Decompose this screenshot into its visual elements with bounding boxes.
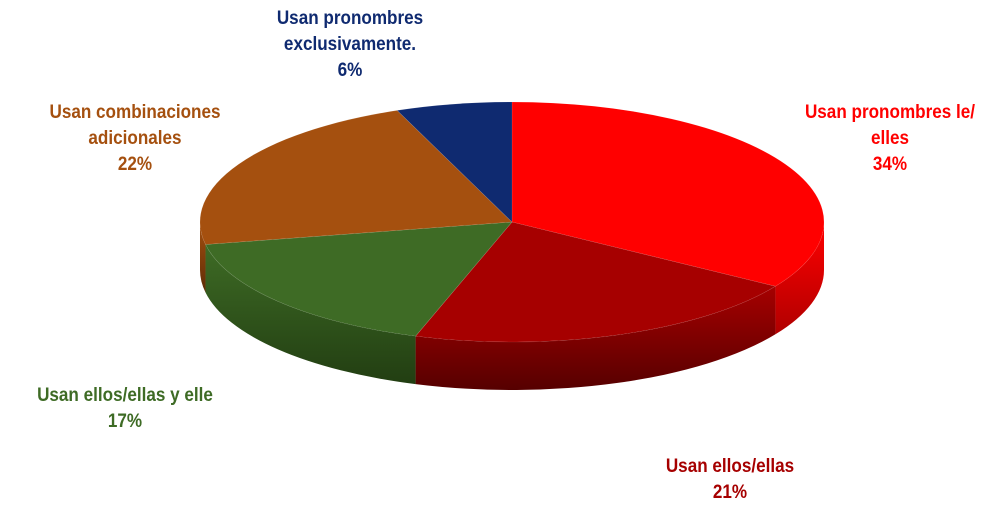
pie-top-faces <box>199 101 825 343</box>
slice-label-ellos-ellas-line-1: Usan ellos/ellas <box>665 456 795 477</box>
slice-label-combinaciones: Usan combinaciones adicionales 22% <box>32 100 239 178</box>
pie-side-usan-pronombres-le-elles <box>775 222 824 335</box>
pie-slice-usan-ellos-ellas-y-elle <box>205 221 513 337</box>
slice-label-combinaciones-line-2: adicionales <box>88 128 182 149</box>
slice-label-combinaciones-line-1: Usan combinaciones <box>49 102 221 123</box>
slice-label-exclusivamente-line-1: Usan pronombres <box>276 8 424 29</box>
pie-slice-usan-pronombres-le-elles <box>511 101 825 287</box>
slice-label-ellos-ellas-y-elle-pct: 17% <box>107 411 143 432</box>
slice-label-exclusivamente-pct: 6% <box>337 60 363 81</box>
pie-slice-usan-ellos-ellas <box>415 221 777 343</box>
slice-label-exclusivamente: Usan pronombres exclusivamente. 6% <box>260 6 440 84</box>
pie-slice-usan-pronombres-exclusivamente <box>396 101 513 223</box>
slice-label-combinaciones-pct: 22% <box>117 154 153 175</box>
pie-sides <box>200 222 824 390</box>
slice-label-le-elles-line-1: Usan pronombres le/ <box>804 102 976 123</box>
slice-label-le-elles-pct: 34% <box>872 154 908 175</box>
pie-side-usan-combinaciones-adicionales <box>200 222 206 293</box>
slice-label-ellos-ellas-y-elle-line-1: Usan ellos/ellas y elle <box>37 385 213 406</box>
pie-side-usan-ellos-ellas-y-elle <box>205 244 416 385</box>
slice-label-le-elles-line-2: elles <box>870 128 910 149</box>
slice-label-ellos-ellas-y-elle: Usan ellos/ellas y elle 17% <box>13 383 238 435</box>
slice-label-ellos-ellas-pct: 21% <box>712 482 748 503</box>
slice-label-le-elles: Usan pronombres le/ elles 34% <box>782 100 993 178</box>
slice-label-exclusivamente-line-2: exclusivamente. <box>283 34 417 55</box>
pie-side-usan-ellos-ellas <box>415 286 776 390</box>
slice-label-ellos-ellas: Usan ellos/ellas 21% <box>618 454 843 506</box>
pie-slice-usan-combinaciones-adicionales <box>199 110 513 245</box>
